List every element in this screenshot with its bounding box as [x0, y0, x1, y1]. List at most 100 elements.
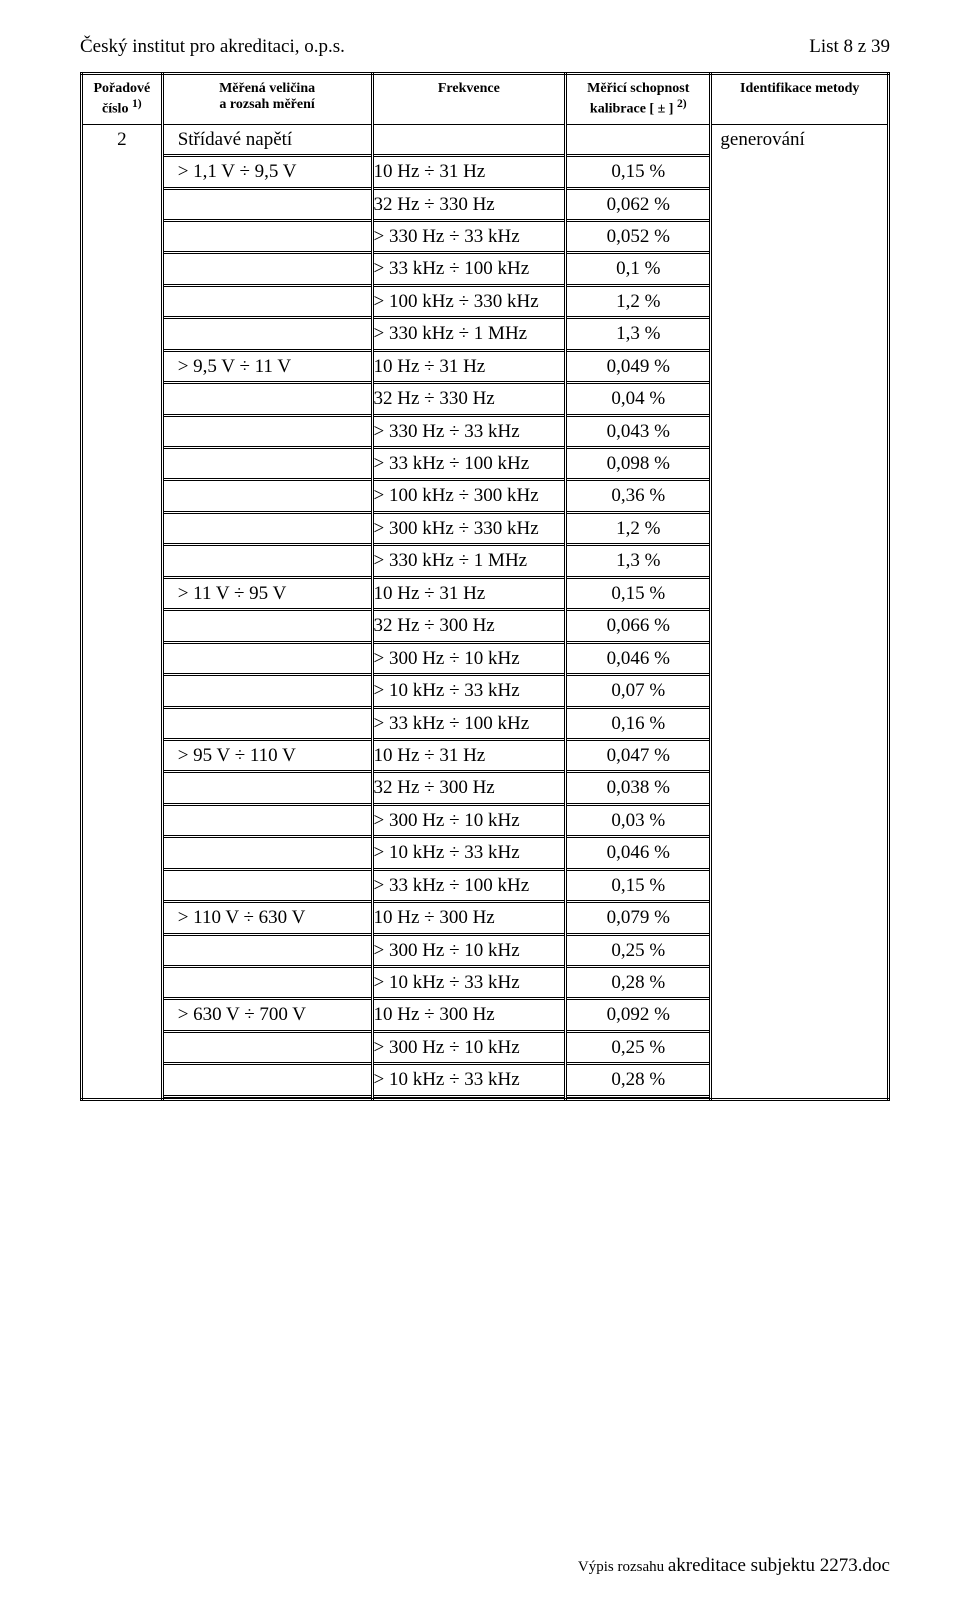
frequency-cell: 10 Hz ÷ 31 Hz [374, 156, 565, 188]
page-footer: Výpis rozsahu akreditace subjektu 2273.d… [578, 1555, 890, 1577]
cell-values: 0,15 %0,062 %0,052 %0,1 %1,2 %1,3 %0,049… [566, 124, 711, 1099]
range-cell: > 95 V ÷ 110 V [164, 739, 371, 771]
frequency-cell: > 10 kHz ÷ 33 kHz [374, 967, 565, 999]
value-cell: 0,15 % [567, 156, 709, 188]
frequency-cell: 10 Hz ÷ 300 Hz [374, 902, 565, 934]
col-quantity-l1: Měřená veličina [219, 81, 315, 96]
range-cell [164, 675, 371, 707]
value-cell: 1,3 % [567, 318, 709, 350]
value-cell: 0,25 % [567, 934, 709, 966]
frequency-cell: > 300 Hz ÷ 10 kHz [374, 1031, 565, 1063]
value-cell: 0,049 % [567, 350, 709, 382]
col-seq-sup: 1) [132, 97, 142, 110]
frequency-cell: 32 Hz ÷ 330 Hz [374, 188, 565, 220]
range-cell: > 630 V ÷ 700 V [164, 999, 371, 1031]
value-cell: 1,2 % [567, 285, 709, 317]
value-cell: 0,16 % [567, 707, 709, 739]
value-cell: 0,07 % [567, 675, 709, 707]
seq-number: 2 [83, 125, 161, 151]
frequency-cell: > 10 kHz ÷ 33 kHz [374, 837, 565, 869]
value-cell: 0,043 % [567, 415, 709, 447]
frequency-cell: > 33 kHz ÷ 100 kHz [374, 869, 565, 901]
frequency-cell: > 33 kHz ÷ 100 kHz [374, 253, 565, 285]
cell-method: generování [711, 124, 889, 1099]
header-left: Český institut pro akreditaci, o.p.s. [80, 36, 345, 58]
range-cell: > 110 V ÷ 630 V [164, 902, 371, 934]
value-cell: 0,36 % [567, 480, 709, 512]
footer-prefix: Výpis rozsahu [578, 1559, 668, 1575]
col-capability: Měřicí schopnost kalibrace [ ± ] 2) [566, 74, 711, 125]
frequency-cell: 10 Hz ÷ 300 Hz [374, 999, 565, 1031]
cell-ranges: Střídavé napětí> 1,1 V ÷ 9,5 V > 9,5 V ÷… [162, 124, 372, 1099]
range-cell: > 1,1 V ÷ 9,5 V [164, 156, 371, 188]
range-cell [164, 545, 371, 577]
value-cell: 1,3 % [567, 545, 709, 577]
frequency-cell: > 300 Hz ÷ 10 kHz [374, 934, 565, 966]
frequency-list: 10 Hz ÷ 31 Hz32 Hz ÷ 330 Hz> 330 Hz ÷ 33… [374, 125, 565, 1098]
value-cell: 0,092 % [567, 999, 709, 1031]
range-cell [164, 480, 371, 512]
frequency-cell: 10 Hz ÷ 31 Hz [374, 350, 565, 382]
frequency-cell: 32 Hz ÷ 300 Hz [374, 610, 565, 642]
range-cell [164, 707, 371, 739]
col-capability-sup: 2) [677, 97, 687, 110]
range-cell [164, 610, 371, 642]
value-cell: 0,046 % [567, 837, 709, 869]
value-cell: 0,25 % [567, 1031, 709, 1063]
frequency-cell: > 100 kHz ÷ 300 kHz [374, 480, 565, 512]
col-seq-l2: číslo [102, 102, 128, 117]
page: Český institut pro akreditaci, o.p.s. Li… [0, 0, 960, 1609]
range-cell [164, 804, 371, 836]
range-cell [164, 869, 371, 901]
value-cell: 0,28 % [567, 967, 709, 999]
col-quantity: Měřená veličina a rozsah měření [162, 74, 372, 125]
value-cell: 0,066 % [567, 610, 709, 642]
value-cell: 0,098 % [567, 448, 709, 480]
range-cell [164, 772, 371, 804]
value-cell: 0,15 % [567, 577, 709, 609]
range-cell [164, 512, 371, 544]
frequency-cell: > 300 Hz ÷ 10 kHz [374, 642, 565, 674]
col-frequency: Frekvence [372, 74, 566, 125]
frequency-cell: > 330 kHz ÷ 1 MHz [374, 318, 565, 350]
cell-frequencies: 10 Hz ÷ 31 Hz32 Hz ÷ 330 Hz> 330 Hz ÷ 33… [372, 124, 566, 1099]
frequency-cell: 32 Hz ÷ 330 Hz [374, 383, 565, 415]
frequency-cell: > 300 Hz ÷ 10 kHz [374, 804, 565, 836]
quantity-label: Střídavé napětí [164, 125, 371, 156]
frequency-cell: > 330 Hz ÷ 33 kHz [374, 415, 565, 447]
range-cell [164, 318, 371, 350]
value-cell: 0,046 % [567, 642, 709, 674]
frequency-cell: 32 Hz ÷ 300 Hz [374, 772, 565, 804]
value-cell: 0,04 % [567, 383, 709, 415]
value-cell: 0,1 % [567, 253, 709, 285]
accreditation-table: Pořadové číslo 1) Měřená veličina a rozs… [80, 72, 890, 1101]
frequency-cell: > 300 kHz ÷ 330 kHz [374, 512, 565, 544]
range-cell [164, 188, 371, 220]
value-cell: 1,2 % [567, 512, 709, 544]
range-cell [164, 253, 371, 285]
frequency-cell: 10 Hz ÷ 31 Hz [374, 577, 565, 609]
frequency-cell: > 33 kHz ÷ 100 kHz [374, 448, 565, 480]
frequency-cell: > 33 kHz ÷ 100 kHz [374, 707, 565, 739]
range-cell: > 11 V ÷ 95 V [164, 577, 371, 609]
col-quantity-l2: a rozsah měření [219, 97, 314, 112]
page-header: Český institut pro akreditaci, o.p.s. Li… [80, 36, 890, 58]
range-cell [164, 415, 371, 447]
header-right: List 8 z 39 [809, 36, 890, 58]
value-cell: 0,052 % [567, 220, 709, 252]
value-cell: 0,047 % [567, 739, 709, 771]
range-cell [164, 967, 371, 999]
value-cell: 0,038 % [567, 772, 709, 804]
range-cell [164, 220, 371, 252]
range-cell [164, 1031, 371, 1063]
footer-filename: akreditace subjektu 2273.doc [668, 1555, 890, 1576]
range-cell [164, 448, 371, 480]
value-cell: 0,062 % [567, 188, 709, 220]
range-cell [164, 934, 371, 966]
range-cell [164, 642, 371, 674]
col-capability-l1: Měřicí schopnost [587, 81, 689, 96]
frequency-cell: 10 Hz ÷ 31 Hz [374, 739, 565, 771]
range-cell [164, 383, 371, 415]
value-cell: 0,15 % [567, 869, 709, 901]
range-cell [164, 1064, 371, 1096]
